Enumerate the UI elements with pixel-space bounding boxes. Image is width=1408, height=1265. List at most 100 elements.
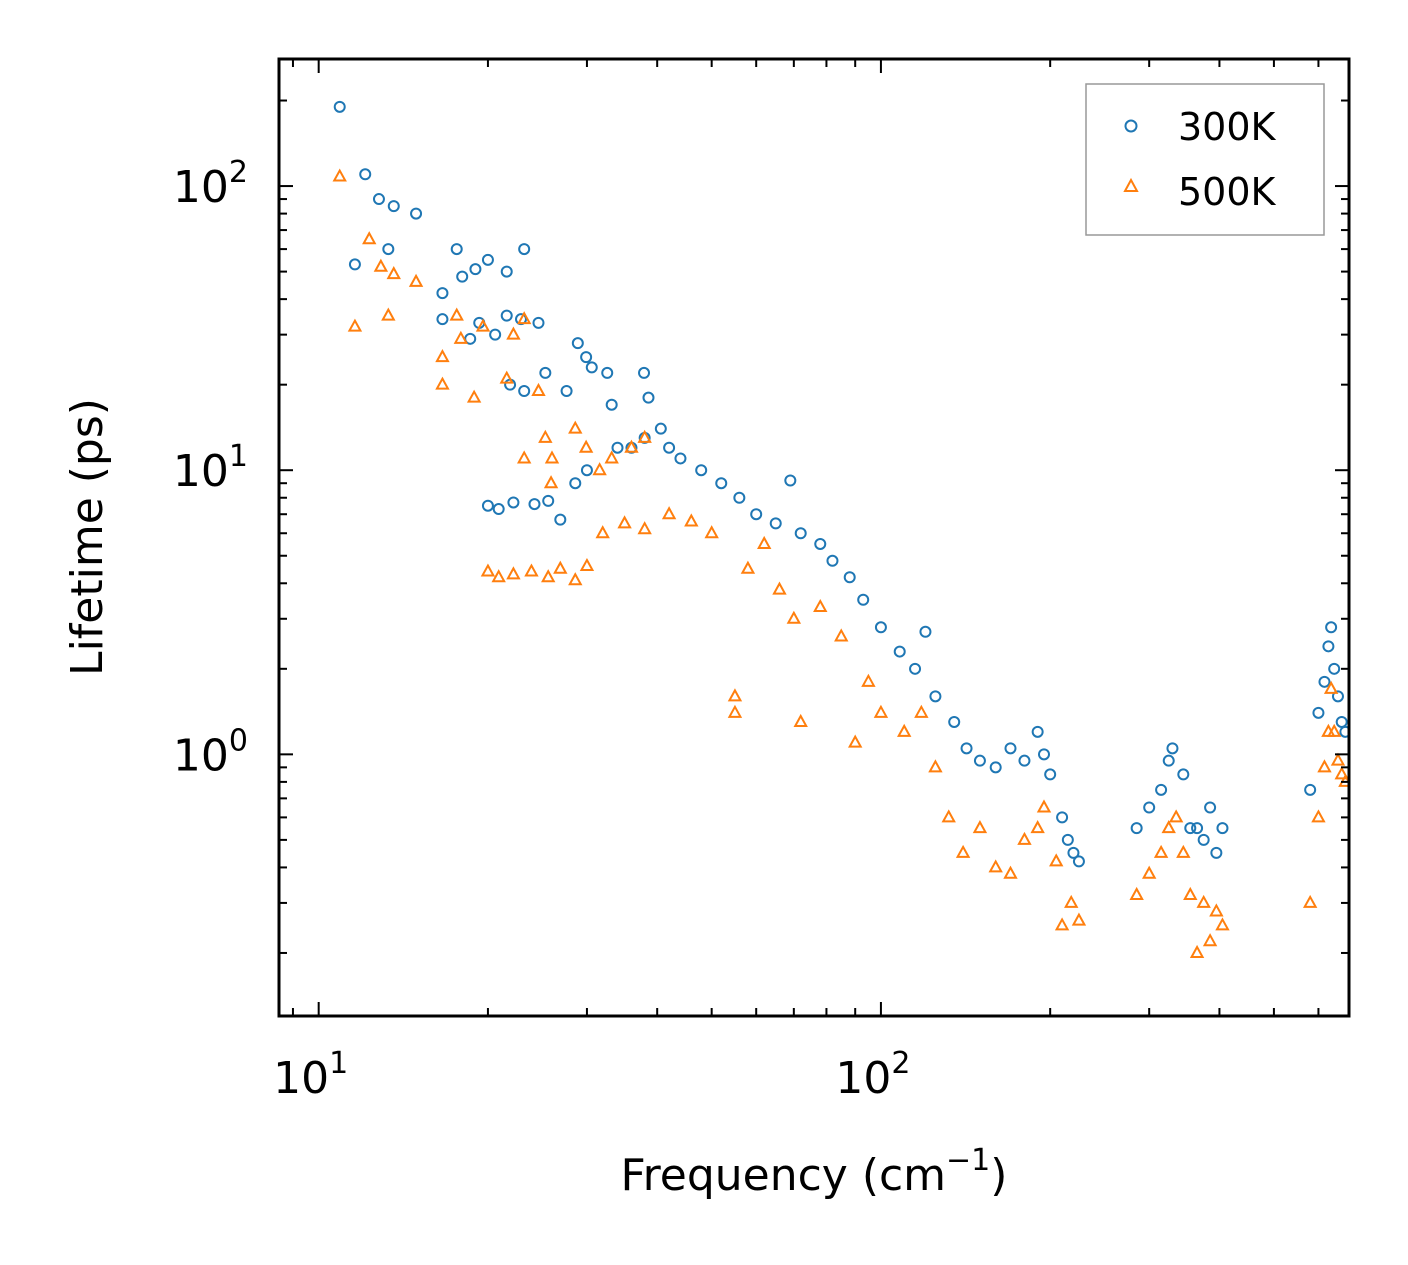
x-axis-label-suffix: ) — [990, 1150, 1007, 1201]
point-500K — [538, 429, 553, 443]
point-300K — [382, 243, 395, 256]
point-300K — [919, 625, 932, 638]
point-300K — [359, 168, 372, 181]
point-300K — [874, 621, 887, 634]
point-300K — [585, 361, 598, 374]
point-500K — [541, 569, 556, 583]
point-500K — [941, 809, 956, 823]
point-300K — [571, 337, 584, 350]
plot-points — [332, 100, 1349, 958]
point-500K — [1161, 820, 1176, 834]
point-500K — [362, 231, 377, 245]
point-500K — [772, 581, 787, 595]
point-300K — [663, 441, 676, 454]
point-300K — [436, 287, 449, 300]
x-tick-label: 101 — [273, 1046, 348, 1104]
point-500K — [544, 450, 560, 464]
point-300K — [1031, 725, 1044, 738]
y-tick-base: 10 — [173, 730, 229, 781]
point-500K — [568, 420, 583, 434]
point-500K — [1071, 912, 1087, 926]
point-300K — [1067, 846, 1080, 859]
point-300K — [1037, 748, 1050, 761]
point-500K — [684, 513, 699, 527]
point-500K — [386, 266, 401, 280]
point-300K — [715, 477, 728, 490]
point-300K — [605, 398, 618, 411]
point-300K — [1018, 754, 1031, 767]
point-300K — [450, 243, 463, 256]
point-300K — [857, 593, 870, 606]
point-300K — [1177, 768, 1190, 781]
point-500K — [1030, 820, 1045, 834]
point-300K — [1130, 822, 1143, 835]
point-300K — [469, 263, 482, 276]
point-500K — [347, 318, 363, 332]
point-300K — [642, 391, 655, 404]
point-300K — [518, 384, 531, 397]
point-300K — [769, 517, 782, 530]
point-300K — [1335, 715, 1348, 728]
point-500K — [637, 429, 652, 443]
point-300K — [1339, 725, 1349, 738]
point-500K — [955, 844, 971, 858]
point-500K — [435, 376, 450, 390]
x-tick-exp: 1 — [329, 1046, 348, 1081]
point-300K — [750, 508, 763, 521]
y-tick-base: 10 — [173, 162, 229, 213]
y-tick-label: 102 — [173, 155, 248, 213]
point-300K — [893, 645, 906, 658]
legend-box — [1085, 83, 1325, 236]
point-500K — [1003, 865, 1018, 879]
point-300K — [1044, 768, 1057, 781]
legend-label-300k: 300K — [1178, 105, 1277, 149]
y-tick-label: 101 — [173, 439, 248, 497]
point-300K — [1155, 783, 1168, 796]
y-tick-exp: 1 — [229, 439, 248, 474]
point-500K — [928, 759, 943, 773]
x-tick-labels: 101 102 — [273, 1046, 910, 1104]
point-500K — [1036, 799, 1052, 813]
point-500K — [1323, 680, 1339, 694]
point-300K — [989, 761, 1002, 774]
legend-marker-500k — [1123, 177, 1139, 192]
point-500K — [499, 370, 514, 384]
point-500K — [592, 462, 607, 476]
point-500K — [661, 506, 677, 520]
point-300K — [695, 464, 708, 477]
point-300K — [601, 366, 614, 379]
point-300K — [814, 537, 827, 550]
point-300K — [542, 494, 555, 507]
x-axis-label: Frequency (cm−1) — [621, 1143, 1008, 1201]
point-300K — [1197, 833, 1210, 846]
point-300K — [973, 754, 986, 767]
x-tick-base: 10 — [273, 1053, 329, 1104]
point-500K — [704, 525, 719, 539]
point-500K — [727, 688, 743, 702]
point-300K — [733, 491, 746, 504]
point-300K — [1210, 846, 1223, 859]
point-300K — [436, 313, 449, 326]
x-axis-label-sup: −1 — [946, 1143, 990, 1178]
point-500K — [1215, 917, 1230, 931]
point-300K — [929, 690, 942, 703]
point-500K — [381, 307, 396, 321]
point-300K — [674, 452, 687, 465]
point-500K — [1317, 759, 1332, 773]
point-300K — [784, 474, 797, 487]
x-tick-base: 10 — [835, 1053, 891, 1104]
point-500K — [1017, 831, 1032, 845]
y-tick-exp: 2 — [229, 155, 248, 190]
point-500K — [1141, 865, 1157, 879]
point-500K — [1196, 894, 1211, 908]
point-500K — [740, 560, 756, 574]
point-500K — [1129, 886, 1144, 900]
y-tick-exp: 0 — [229, 723, 248, 758]
point-500K — [1189, 944, 1205, 958]
point-300K — [539, 366, 552, 379]
point-500K — [466, 389, 482, 403]
point-500K — [578, 439, 594, 453]
point-500K — [757, 535, 772, 549]
point-500K — [524, 563, 539, 577]
point-500K — [373, 258, 389, 272]
